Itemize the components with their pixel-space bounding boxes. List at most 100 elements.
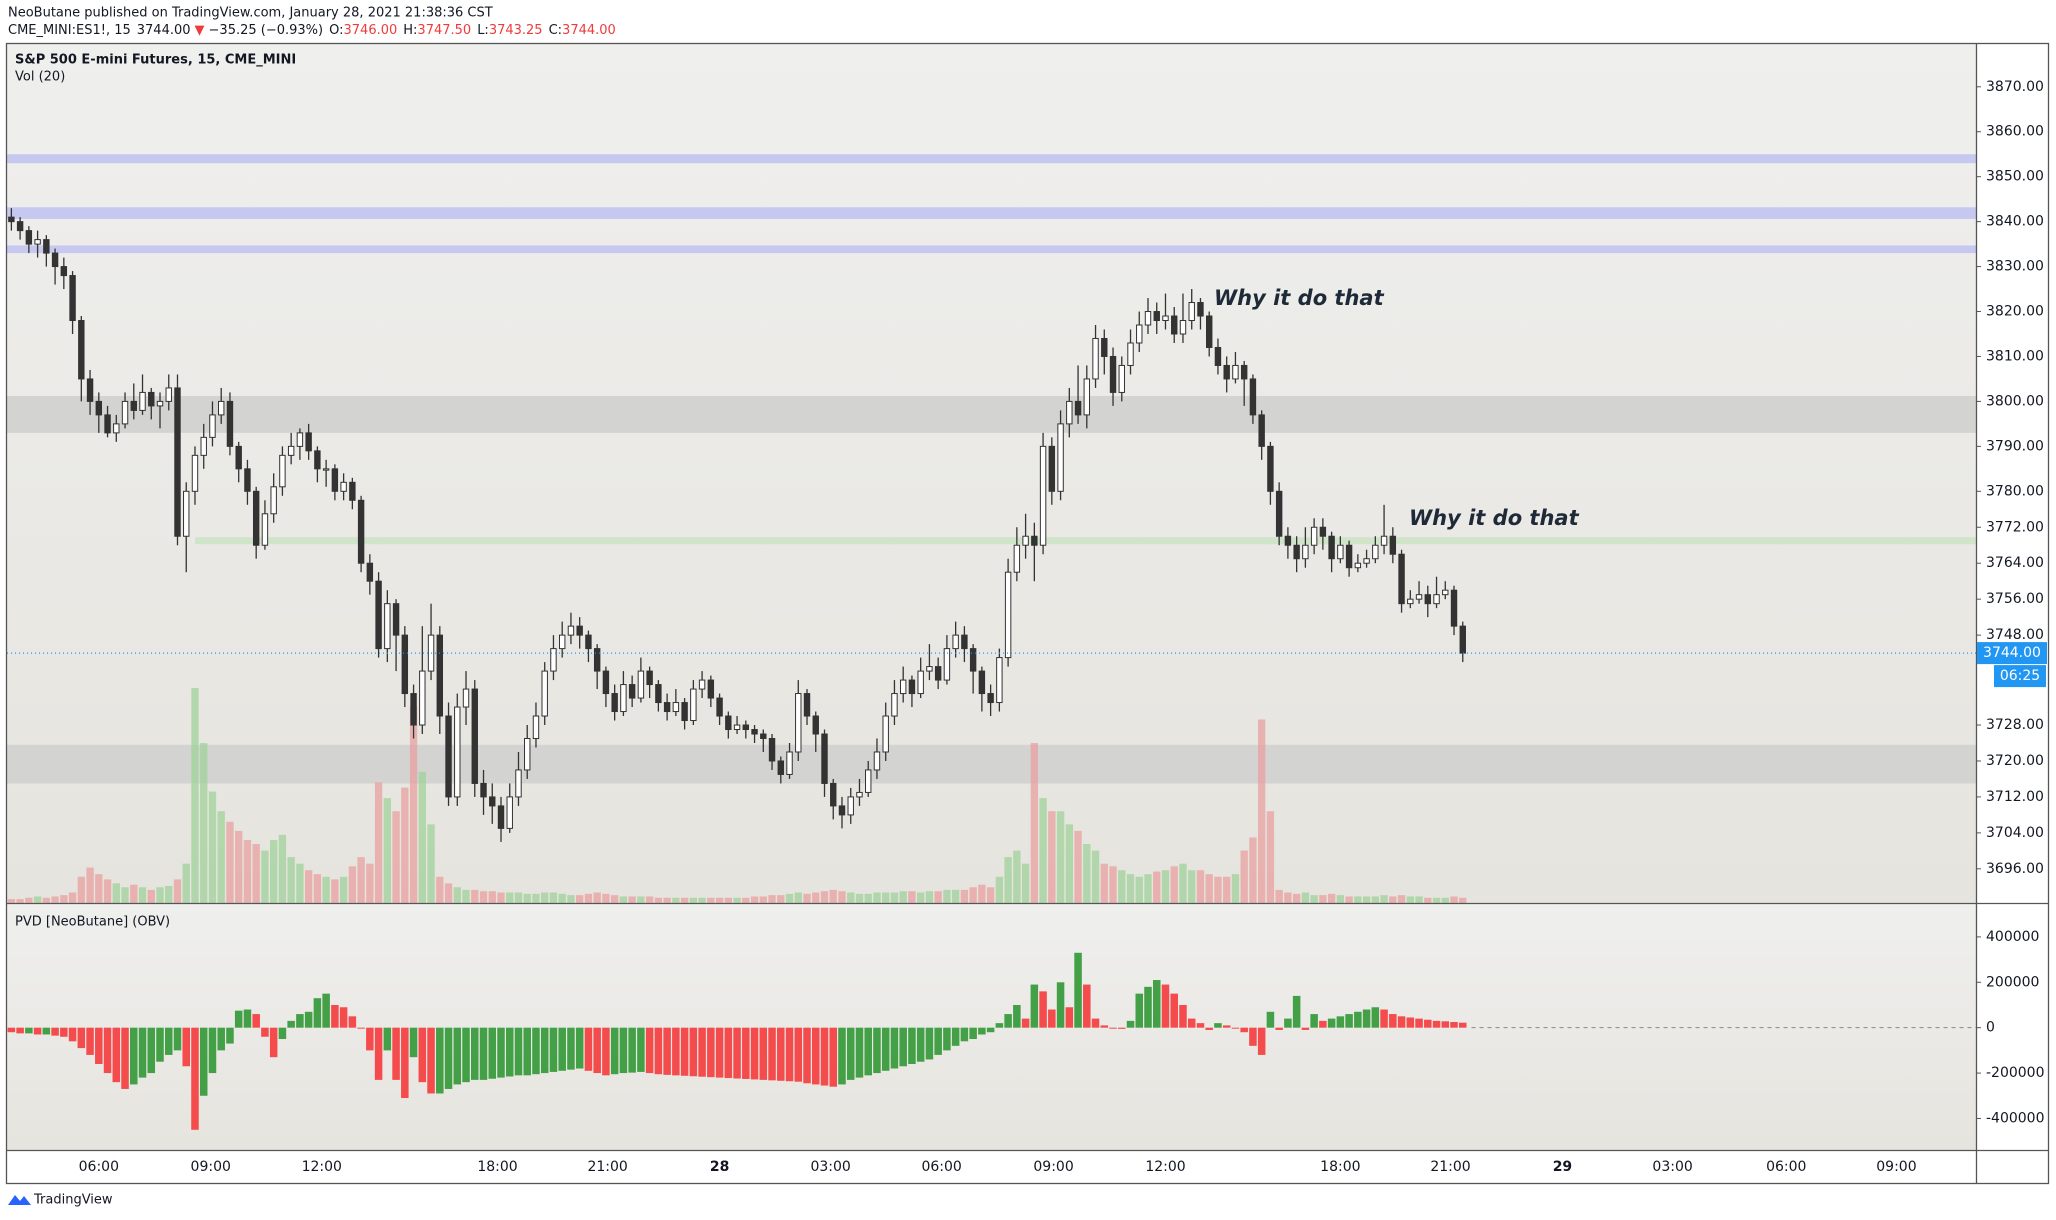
candle-body: [410, 693, 417, 726]
pvd-bar: [1354, 1011, 1362, 1028]
candle-body: [576, 625, 583, 636]
candle-body: [690, 688, 697, 722]
candle-body: [777, 760, 784, 775]
candle-body: [392, 603, 400, 636]
chart-frame: [5, 42, 2050, 1185]
pvd-bar: [339, 1007, 348, 1028]
pvd-bar: [383, 1027, 392, 1051]
volume-bar: [1275, 889, 1283, 903]
volume-bar: [208, 791, 217, 903]
candle-body: [637, 670, 645, 699]
h-value: 3747.50: [417, 23, 471, 38]
volume-bar: [479, 891, 488, 903]
candle-body: [926, 666, 933, 672]
pvd-bar: [1187, 1018, 1196, 1028]
x-tick-label: 03:00: [1652, 1159, 1692, 1175]
pvd-bar: [969, 1027, 977, 1040]
volume-bar: [1039, 798, 1047, 903]
pvd-bar: [1415, 1018, 1423, 1028]
candle-body: [506, 796, 513, 829]
pvd-bar: [418, 1027, 427, 1083]
volume-bar: [1144, 874, 1152, 903]
pvd-bar: [750, 1027, 759, 1080]
pvd-bar: [1301, 1027, 1310, 1030]
volume-bar: [261, 850, 269, 903]
pvd-bar: [820, 1027, 829, 1086]
last-price-box: [1977, 642, 2047, 665]
candle-body: [25, 230, 33, 245]
pvd-bar: [16, 1027, 24, 1034]
candle-body: [454, 706, 461, 798]
pvd-bar: [208, 1027, 217, 1074]
volume-bar: [593, 892, 601, 903]
pvd-bar: [890, 1027, 899, 1069]
volume-bar: [1301, 892, 1310, 903]
pvd-bar: [25, 1027, 33, 1034]
countdown: 06:25: [2000, 668, 2040, 684]
pvd-bar: [1126, 1020, 1135, 1028]
candle-body: [812, 715, 819, 735]
candle-body: [1354, 562, 1362, 569]
volume-bar: [95, 874, 103, 903]
candle-body: [130, 400, 137, 411]
volume-bar: [969, 887, 977, 903]
candle-body: [585, 634, 592, 650]
c-value: 3744.00: [562, 23, 616, 38]
volume-bar: [1424, 897, 1432, 903]
volume-bar: [269, 840, 278, 903]
volume-bar: [917, 892, 925, 903]
candle-body: [1284, 535, 1292, 546]
pvd-bar: [147, 1027, 156, 1074]
pvd-bar: [1100, 1025, 1109, 1028]
candle-body: [314, 450, 321, 470]
volume-bar: [68, 892, 77, 903]
volume-bar: [864, 893, 872, 903]
pvd-bar: [1310, 1014, 1318, 1028]
pvd-bar: [1013, 1004, 1021, 1028]
annotation: Why it do that: [1409, 506, 1580, 530]
candle-body: [60, 266, 68, 277]
volume-bar: [147, 889, 155, 903]
volume-bar: [680, 897, 689, 903]
pvd-bar: [392, 1027, 400, 1080]
pvd-bar: [584, 1027, 593, 1071]
candle-body: [969, 648, 977, 672]
candle-body: [830, 782, 837, 807]
candle-body: [768, 738, 776, 762]
volume-bar: [820, 891, 829, 903]
x-tick-label: 09:00: [1876, 1159, 1916, 1175]
candle-body: [1214, 346, 1222, 366]
candle-body: [593, 648, 601, 672]
candle-body: [183, 490, 190, 537]
volume-bar: [1231, 874, 1240, 903]
y2-tick-label: -400000: [1986, 1110, 2045, 1126]
pvd-bar: [575, 1027, 584, 1069]
candle-body: [462, 688, 470, 708]
pvd-bar: [1214, 1023, 1222, 1028]
volume-bar: [1021, 863, 1030, 903]
candle-body: [1144, 311, 1152, 326]
candle-body: [1022, 535, 1029, 546]
h-label: H:: [403, 23, 417, 38]
pvd-bar: [1406, 1017, 1415, 1028]
pvd-bar: [794, 1027, 803, 1082]
pvd-bar: [296, 1014, 304, 1028]
candle-body: [296, 432, 304, 447]
candle-body: [1153, 311, 1160, 322]
volume-bar: [689, 897, 698, 903]
volume-bar: [1030, 743, 1039, 903]
y2-tick-label: 0: [1986, 1020, 1995, 1036]
candle-body: [856, 791, 863, 798]
candle-body: [375, 580, 382, 650]
volume-bar: [1266, 811, 1275, 903]
volume-bar: [1091, 850, 1100, 903]
volume-bar: [453, 887, 461, 903]
candle-body: [209, 414, 216, 438]
candle-body: [882, 715, 889, 753]
volume-bar: [1327, 893, 1336, 903]
candle-body: [1372, 544, 1379, 560]
volume-bar: [1257, 719, 1266, 903]
o-value: 3746.00: [344, 23, 398, 38]
volume-bar: [619, 896, 628, 903]
pvd-bar: [602, 1027, 610, 1076]
